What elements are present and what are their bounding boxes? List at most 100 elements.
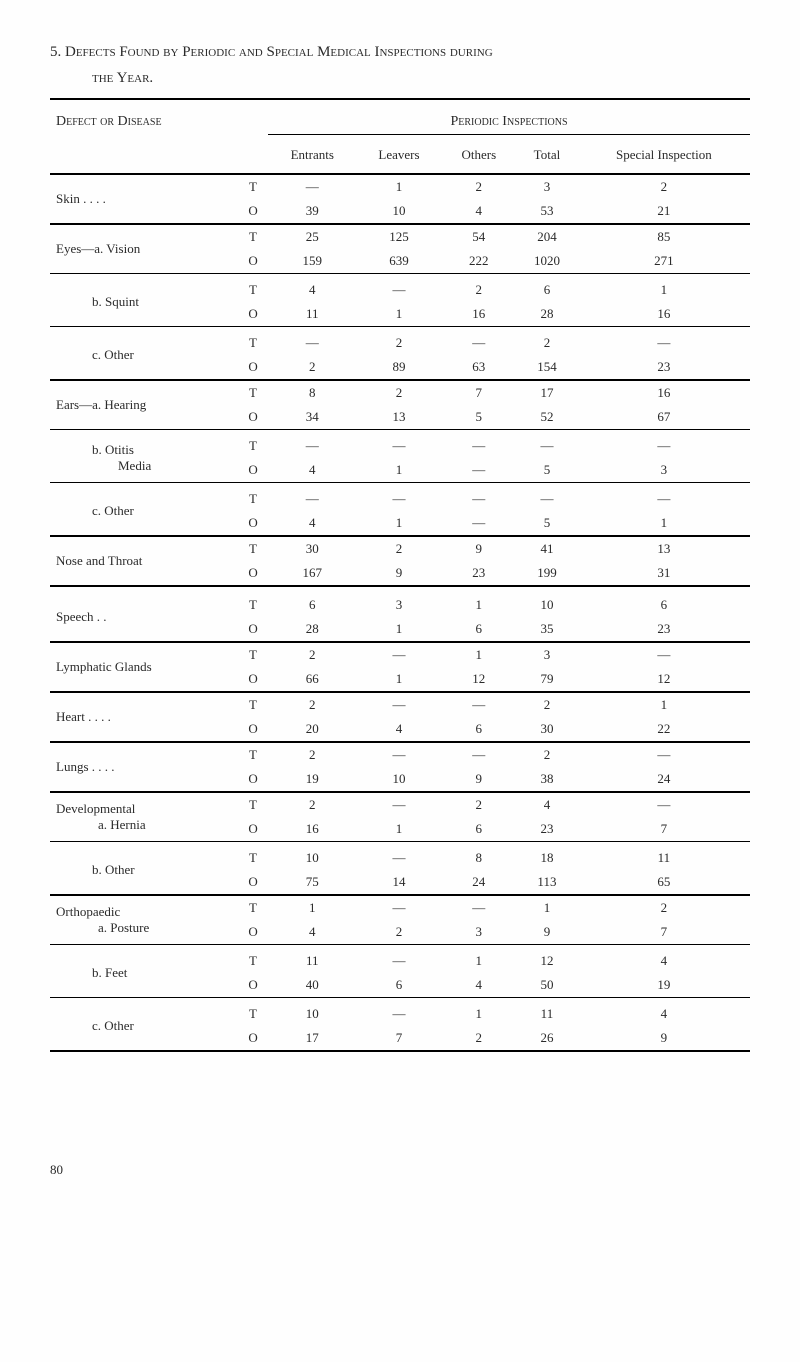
row-type-o: O <box>238 717 268 742</box>
cell-value: 66 <box>268 667 356 692</box>
cell-value: 10 <box>357 767 442 792</box>
cell-value: 23 <box>516 817 578 842</box>
col-header-special: Special Inspection <box>578 135 750 175</box>
cell-value: 23 <box>578 355 750 380</box>
cell-value: 10 <box>357 199 442 224</box>
cell-value: 2 <box>441 1026 516 1051</box>
cell-value: 199 <box>516 561 578 586</box>
heading-sub: the Year. <box>92 66 750 90</box>
cell-value: 167 <box>268 561 356 586</box>
cell-value: 14 <box>357 870 442 895</box>
cell-value: — <box>357 945 442 974</box>
row-label: b. Squint <box>50 274 238 327</box>
row-type-o: O <box>238 199 268 224</box>
cell-value: 18 <box>516 842 578 871</box>
cell-value: 159 <box>268 249 356 274</box>
row-label: c. Other <box>50 483 238 537</box>
page-number: 80 <box>50 1162 750 1178</box>
cell-value: 79 <box>516 667 578 692</box>
table-row: Nose and ThroatT30294113 <box>50 536 750 561</box>
table-row: c. OtherT10—1114 <box>50 998 750 1027</box>
cell-value: 16 <box>578 380 750 405</box>
cell-value: 6 <box>441 817 516 842</box>
heading-number: 5. <box>50 44 61 60</box>
row-type-o: O <box>238 1026 268 1051</box>
cell-value: — <box>516 483 578 512</box>
cell-value: 1 <box>357 817 442 842</box>
cell-value: 24 <box>441 870 516 895</box>
cell-value: 22 <box>578 717 750 742</box>
row-label: Eyes—a. Vision <box>50 224 238 274</box>
cell-value: 2 <box>357 536 442 561</box>
cell-value: 6 <box>268 586 356 617</box>
col-header-total: Total <box>516 135 578 175</box>
cell-value: 1 <box>357 174 442 199</box>
cell-value: 39 <box>268 199 356 224</box>
table-row: Eyes—a. VisionT251255420485 <box>50 224 750 249</box>
table-row: Ears—a. HearingT8271716 <box>50 380 750 405</box>
cell-value: 5 <box>516 511 578 536</box>
row-type-o: O <box>238 870 268 895</box>
cell-value: 2 <box>516 742 578 767</box>
cell-value: 4 <box>268 920 356 945</box>
row-type-t: T <box>238 327 268 356</box>
row-type-o: O <box>238 302 268 327</box>
cell-value: 28 <box>516 302 578 327</box>
row-type-o: O <box>238 355 268 380</box>
cell-value: 3 <box>516 174 578 199</box>
cell-value: 3 <box>516 642 578 667</box>
cell-value: — <box>578 430 750 459</box>
cell-value: 2 <box>268 692 356 717</box>
cell-value: — <box>268 483 356 512</box>
cell-value: 9 <box>578 1026 750 1051</box>
row-type-t: T <box>238 430 268 459</box>
cell-value: 16 <box>578 302 750 327</box>
cell-value: 19 <box>578 973 750 998</box>
row-type-t: T <box>238 483 268 512</box>
cell-value: 2 <box>516 327 578 356</box>
row-label: b. Feet <box>50 945 238 998</box>
cell-value: — <box>578 483 750 512</box>
section-header-periodic: Periodic Inspections <box>268 99 750 135</box>
cell-value: 1 <box>357 511 442 536</box>
cell-value: 11 <box>268 302 356 327</box>
cell-value: 7 <box>578 817 750 842</box>
row-type-o: O <box>238 561 268 586</box>
row-label: Speech . . <box>50 586 238 642</box>
row-label: b. OtitisMedia <box>50 430 238 483</box>
cell-value: — <box>268 174 356 199</box>
cell-value: 1 <box>357 302 442 327</box>
cell-value: 31 <box>578 561 750 586</box>
cell-value: 1 <box>578 274 750 303</box>
cell-value: — <box>357 792 442 817</box>
row-type-t: T <box>238 586 268 617</box>
cell-value: 10 <box>268 998 356 1027</box>
cell-value: — <box>441 483 516 512</box>
col-header-leavers: Leavers <box>357 135 442 175</box>
table-row: b. SquintT4—261 <box>50 274 750 303</box>
cell-value: — <box>357 742 442 767</box>
cell-value: 26 <box>516 1026 578 1051</box>
cell-value: 41 <box>516 536 578 561</box>
table-row: Heart . . . .T2——21 <box>50 692 750 717</box>
cell-value: 2 <box>441 274 516 303</box>
cell-value: 16 <box>441 302 516 327</box>
cell-value: 23 <box>578 617 750 642</box>
cell-value: 2 <box>441 174 516 199</box>
cell-value: 6 <box>441 617 516 642</box>
cell-value: — <box>268 430 356 459</box>
row-type-o: O <box>238 249 268 274</box>
table-row: b. FeetT11—1124 <box>50 945 750 974</box>
row-label: Heart . . . . <box>50 692 238 742</box>
col-header-entrants: Entrants <box>268 135 356 175</box>
cell-value: 13 <box>578 536 750 561</box>
cell-value: 2 <box>357 327 442 356</box>
table-row: Speech . .T631106 <box>50 586 750 617</box>
cell-value: 6 <box>441 717 516 742</box>
row-type-o: O <box>238 617 268 642</box>
row-label: b. Other <box>50 842 238 896</box>
section-header-defect: Defect or Disease <box>50 99 238 135</box>
cell-value: — <box>357 483 442 512</box>
cell-value: — <box>357 430 442 459</box>
cell-value: 89 <box>357 355 442 380</box>
